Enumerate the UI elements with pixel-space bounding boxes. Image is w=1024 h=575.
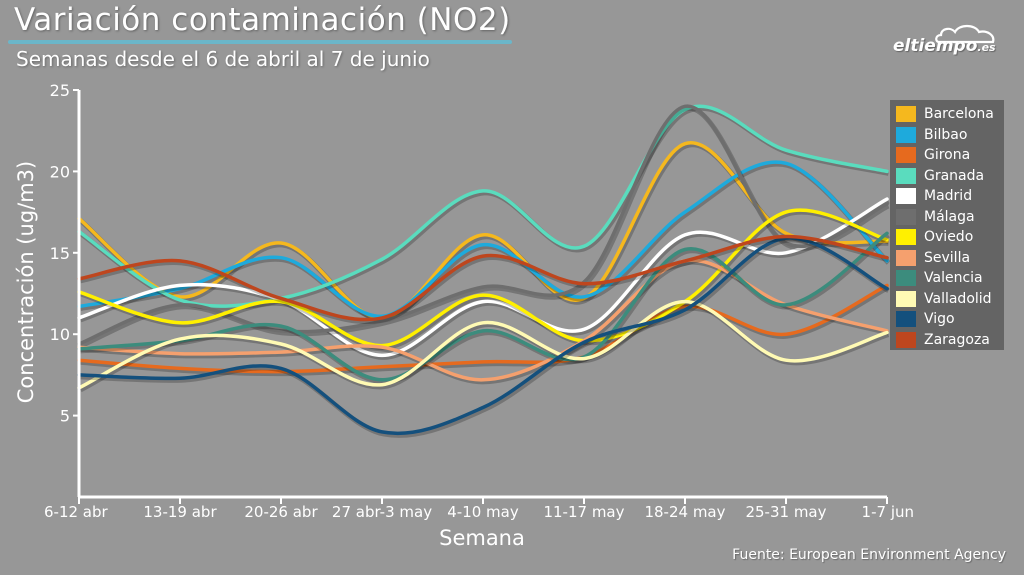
x-tick-label: 25-31 may [745, 503, 826, 521]
legend-label: Barcelona [924, 106, 994, 122]
legend-item: Zaragoza [896, 330, 990, 350]
legend-label: Valladolid [924, 290, 992, 307]
y-axis-ticks: 5 10 15 20 25 [50, 81, 79, 426]
legend: Barcelona Bilbao Girona Granada Madrid Málaga… [890, 100, 1004, 350]
legend-label: Bilbao [924, 126, 968, 143]
y-tick-label: 5 [60, 407, 70, 426]
series-line-vigo [77, 236, 889, 436]
legend-label: Oviedo [924, 229, 974, 245]
y-axis-label: Concentración (ug/m3) [14, 161, 38, 403]
brand-logo: eltiempo.es [893, 22, 1005, 62]
source-note: Fuente: European Environment Agency [732, 547, 1006, 563]
series-lines [77, 104, 891, 438]
legend-label: Granada [924, 167, 985, 184]
series-line-valladolid [77, 299, 889, 390]
series-line-barcelona [77, 141, 889, 320]
legend-swatch [896, 126, 916, 143]
legend-label: Sevilla [924, 249, 971, 266]
legend-swatch [896, 208, 916, 225]
x-tick-label: 27 abr-3 may [332, 503, 432, 521]
x-tick-label: 13-19 abr [143, 503, 217, 521]
y-tick-label: 25 [50, 81, 70, 100]
series-line-madrid [77, 197, 889, 358]
series-shadow-granada [79, 105, 890, 311]
x-axis-label: Semana [439, 526, 525, 550]
series-line-zaragoza [77, 234, 889, 322]
legend-swatch [896, 249, 916, 266]
legend-label: Vigo [924, 311, 955, 327]
legend-swatch [896, 311, 916, 327]
series-line-valencia [77, 231, 889, 382]
legend-swatch [896, 270, 916, 286]
legend-label: Girona [924, 147, 971, 163]
legend-swatch [896, 147, 916, 163]
legend-item: Barcelona [896, 104, 994, 124]
legend-item: Madrid [896, 186, 972, 206]
series-line-granada [77, 104, 889, 308]
legend-item: Sevilla [896, 248, 970, 268]
title-underline [8, 40, 512, 44]
legend-swatch [896, 167, 916, 184]
x-tick-label: 11-17 may [543, 503, 624, 521]
legend-item: Málaga [896, 207, 975, 227]
legend-swatch [896, 106, 916, 122]
x-tick-label: 20-26 abr [244, 503, 318, 521]
legend-item: Oviedo [896, 227, 973, 247]
chart-subtitle: Semanas desde el 6 de abril al 7 de juni… [16, 47, 430, 71]
x-tick-label: 1-7 jun [862, 503, 914, 521]
x-axis-ticks: 6-12 abr 13-19 abr 20-26 abr 27 abr-3 may 4-… [44, 497, 914, 521]
legend-label: Málaga [924, 208, 975, 225]
legend-item: Granada [896, 166, 984, 186]
series-line-girona [77, 283, 889, 374]
chart-title: Variación contaminación (NO2) [14, 2, 511, 38]
legend-item: Valladolid [896, 289, 992, 309]
y-tick-label: 15 [50, 244, 70, 263]
legend-item: Girona [896, 145, 970, 165]
x-tick-label: 18-24 may [644, 503, 725, 521]
legend-item: Bilbao [896, 125, 967, 145]
legend-item: Vigo [896, 309, 955, 329]
series-line-oviedo [77, 208, 889, 348]
y-tick-label: 20 [50, 162, 70, 181]
cloud-icon [935, 24, 995, 44]
legend-swatch [896, 229, 916, 245]
series-shadow-vigo [80, 237, 890, 438]
legend-swatch [896, 331, 916, 348]
logo-text: eltiempo.es [893, 36, 996, 56]
legend-label: Valencia [924, 270, 983, 286]
x-tick-label: 6-12 abr [44, 503, 109, 521]
legend-item: Valencia [896, 268, 983, 288]
legend-swatch [896, 188, 916, 204]
legend-swatch [896, 290, 916, 307]
legend-label: Madrid [924, 188, 973, 204]
x-tick-label: 4-10 may [447, 503, 519, 521]
series-line-sevilla [77, 258, 889, 382]
legend-label: Zaragoza [924, 331, 990, 348]
series-shadow-oviedo [79, 209, 890, 351]
y-tick-label: 10 [50, 325, 70, 344]
